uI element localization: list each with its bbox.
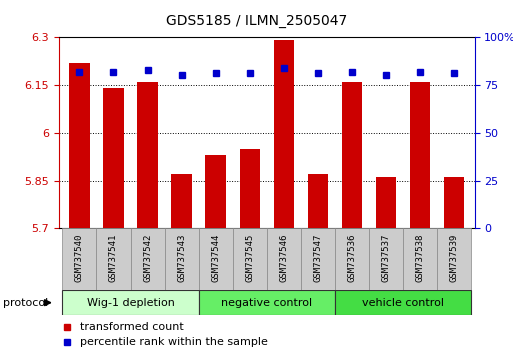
- Bar: [444, 177, 464, 228]
- Text: GSM737536: GSM737536: [347, 234, 357, 282]
- Bar: [267, 228, 301, 290]
- Bar: [165, 228, 199, 290]
- Text: GSM737538: GSM737538: [416, 234, 425, 282]
- Text: percentile rank within the sample: percentile rank within the sample: [80, 337, 268, 347]
- Bar: [273, 40, 294, 228]
- Bar: [376, 177, 396, 228]
- Bar: [96, 228, 130, 290]
- Bar: [240, 149, 260, 228]
- Text: transformed count: transformed count: [80, 322, 184, 332]
- Text: GSM737544: GSM737544: [211, 234, 220, 282]
- Text: protocol: protocol: [3, 298, 48, 308]
- Text: GSM737545: GSM737545: [245, 234, 254, 282]
- Text: GDS5185 / ILMN_2505047: GDS5185 / ILMN_2505047: [166, 14, 347, 28]
- Bar: [63, 290, 199, 315]
- Text: Wig-1 depletion: Wig-1 depletion: [87, 298, 174, 308]
- Bar: [308, 174, 328, 228]
- Text: GSM737546: GSM737546: [279, 234, 288, 282]
- Bar: [103, 88, 124, 228]
- Text: GSM737537: GSM737537: [382, 234, 390, 282]
- Bar: [205, 155, 226, 228]
- Bar: [342, 82, 362, 228]
- Bar: [199, 228, 233, 290]
- Bar: [199, 290, 335, 315]
- Bar: [335, 290, 471, 315]
- Text: GSM737541: GSM737541: [109, 234, 118, 282]
- Bar: [410, 82, 430, 228]
- Bar: [403, 228, 437, 290]
- Bar: [69, 63, 90, 228]
- Text: vehicle control: vehicle control: [362, 298, 444, 308]
- Bar: [171, 174, 192, 228]
- Text: negative control: negative control: [221, 298, 312, 308]
- Bar: [301, 228, 335, 290]
- Bar: [335, 228, 369, 290]
- Text: GSM737539: GSM737539: [449, 234, 459, 282]
- Text: GSM737543: GSM737543: [177, 234, 186, 282]
- Text: GSM737547: GSM737547: [313, 234, 322, 282]
- Bar: [233, 228, 267, 290]
- Text: GSM737540: GSM737540: [75, 234, 84, 282]
- Bar: [130, 228, 165, 290]
- Bar: [63, 228, 96, 290]
- Bar: [437, 228, 471, 290]
- Bar: [137, 82, 158, 228]
- Text: GSM737542: GSM737542: [143, 234, 152, 282]
- Bar: [369, 228, 403, 290]
